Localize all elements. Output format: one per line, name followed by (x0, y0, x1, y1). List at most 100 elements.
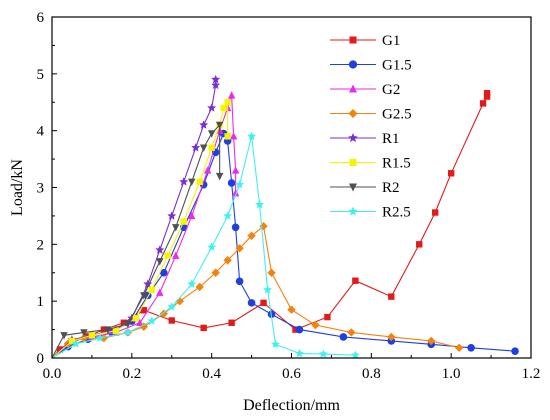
axis-ticks: 0.0 0.2 0.4 0.6 0.8 1.0 1.2 0 1 2 3 4 5 6 (37, 10, 541, 382)
data-point (347, 328, 356, 337)
legend-marker (348, 109, 358, 118)
data-point (175, 296, 184, 306)
legend-label: R2 (382, 180, 400, 196)
data-point (235, 244, 244, 253)
data-point (227, 179, 236, 187)
y-tick-label: 0 (37, 351, 45, 367)
data-point (267, 268, 276, 277)
data-point (271, 339, 280, 349)
data-point (172, 251, 180, 259)
y-tick-label: 5 (37, 67, 45, 83)
x-tick-label: 1.2 (522, 366, 541, 382)
series-g2-5 (51, 221, 464, 359)
data-point (207, 130, 216, 138)
data-point (104, 326, 112, 334)
legend-label: R1 (382, 131, 400, 147)
data-point (179, 177, 189, 186)
series-r1-5 (51, 99, 231, 359)
data-point (454, 343, 464, 352)
data-point (295, 325, 304, 334)
legend-marker (348, 133, 358, 143)
legend-item: G2.5 (330, 107, 412, 123)
data-point (467, 343, 475, 352)
data-point (224, 99, 231, 106)
series-line (51, 93, 488, 359)
data-point (208, 144, 215, 151)
legend-marker (349, 36, 357, 44)
data-point (68, 337, 76, 345)
data-point (136, 318, 144, 326)
data-point (223, 211, 233, 220)
data-point (156, 288, 164, 296)
data-point (207, 242, 217, 251)
y-tick-label: 1 (37, 294, 45, 310)
data-point (318, 349, 328, 358)
x-tick-label: 1.0 (442, 366, 461, 382)
data-point (255, 199, 265, 209)
series-r2-5 (51, 131, 360, 359)
data-point (231, 223, 240, 232)
data-point (60, 332, 68, 340)
data-point (196, 178, 203, 186)
series-line (51, 225, 460, 359)
x-axis-title: Deflection/mm (243, 397, 340, 414)
data-point (112, 327, 120, 334)
data-point (132, 315, 140, 322)
legend-marker (349, 159, 357, 166)
data-point (172, 224, 180, 232)
data-point (168, 317, 175, 324)
legend-item: R2.5 (330, 205, 411, 221)
data-point (203, 166, 212, 174)
data-point (188, 178, 196, 187)
data-point (324, 313, 331, 321)
data-point (95, 333, 105, 342)
data-point (387, 332, 396, 342)
data-point (187, 279, 197, 288)
legend-label: G1 (382, 33, 400, 49)
data-point (388, 293, 395, 300)
legend-label: G1.5 (382, 58, 412, 74)
data-point (311, 320, 320, 330)
legend-item: R2 (330, 180, 400, 196)
data-point (191, 143, 201, 152)
data-point (228, 319, 235, 326)
data-point (167, 211, 177, 220)
data-point (229, 132, 238, 140)
y-tick-label: 4 (37, 124, 45, 140)
legend-marker (349, 84, 357, 93)
data-point (339, 333, 348, 341)
data-point (199, 120, 209, 129)
data-point (211, 268, 220, 277)
series-line (51, 95, 237, 359)
data-point (215, 172, 224, 181)
data-point (207, 103, 217, 112)
legend-item: R1 (330, 131, 400, 147)
data-point (247, 231, 256, 241)
data-point (416, 241, 423, 248)
data-point (220, 104, 227, 112)
data-point (143, 279, 153, 288)
series-line (51, 123, 221, 359)
data-point (159, 268, 168, 277)
data-point (88, 332, 96, 339)
data-point (71, 339, 81, 348)
x-tick-label: 0.8 (362, 366, 381, 382)
data-point (156, 258, 164, 266)
series-r2 (51, 121, 224, 359)
legend-item: R1.5 (330, 156, 411, 172)
legend-marker (348, 206, 358, 216)
data-point (483, 89, 491, 97)
data-point (427, 336, 436, 346)
data-point (148, 286, 155, 293)
data-point (140, 307, 148, 314)
data-point (292, 326, 299, 333)
data-point (287, 305, 296, 314)
data-point (195, 282, 204, 292)
data-point (120, 319, 128, 326)
data-point (123, 327, 133, 337)
y-tick-label: 6 (37, 10, 45, 26)
y-tick-label: 2 (37, 237, 45, 253)
legend-label: G2 (382, 82, 400, 98)
data-point (223, 256, 232, 265)
